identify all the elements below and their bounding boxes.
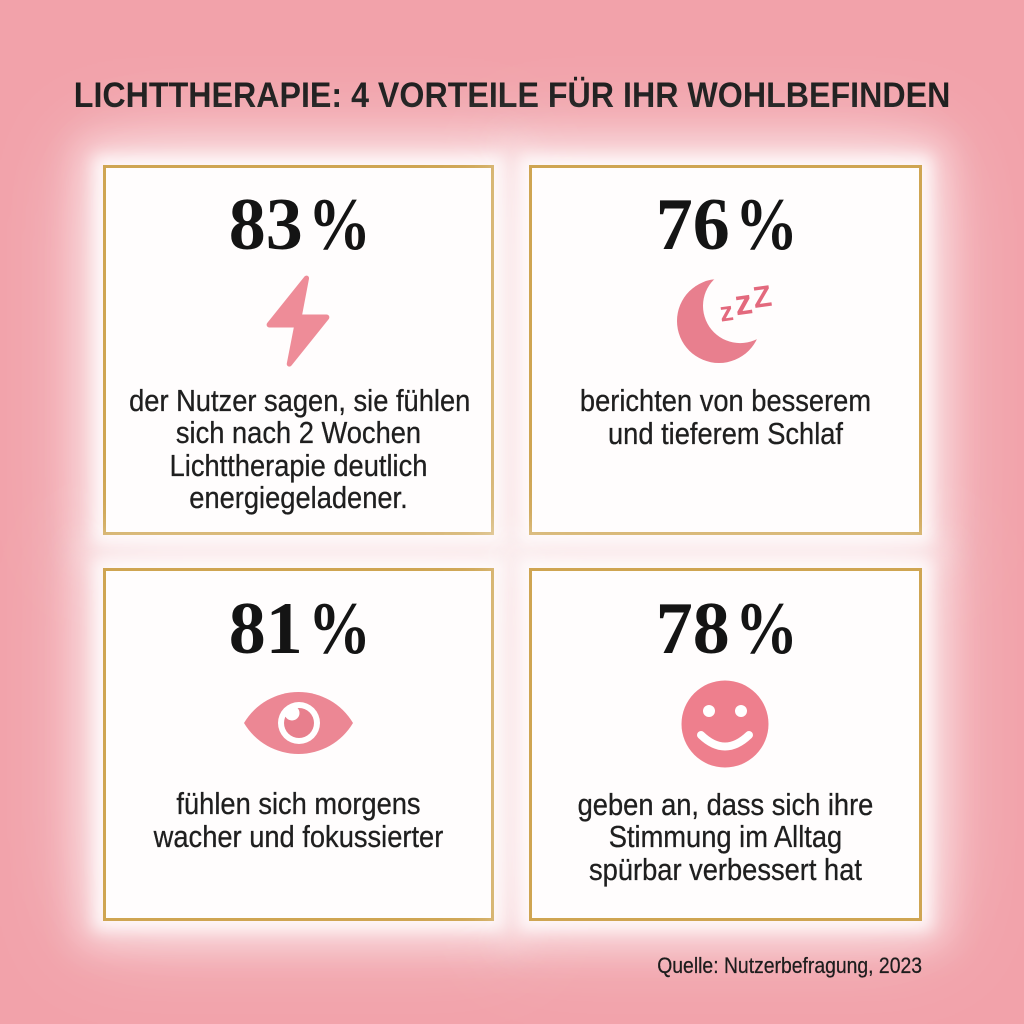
svg-text:Z: Z xyxy=(751,280,774,315)
svg-text:z: z xyxy=(718,296,736,328)
svg-text:z: z xyxy=(732,282,755,323)
